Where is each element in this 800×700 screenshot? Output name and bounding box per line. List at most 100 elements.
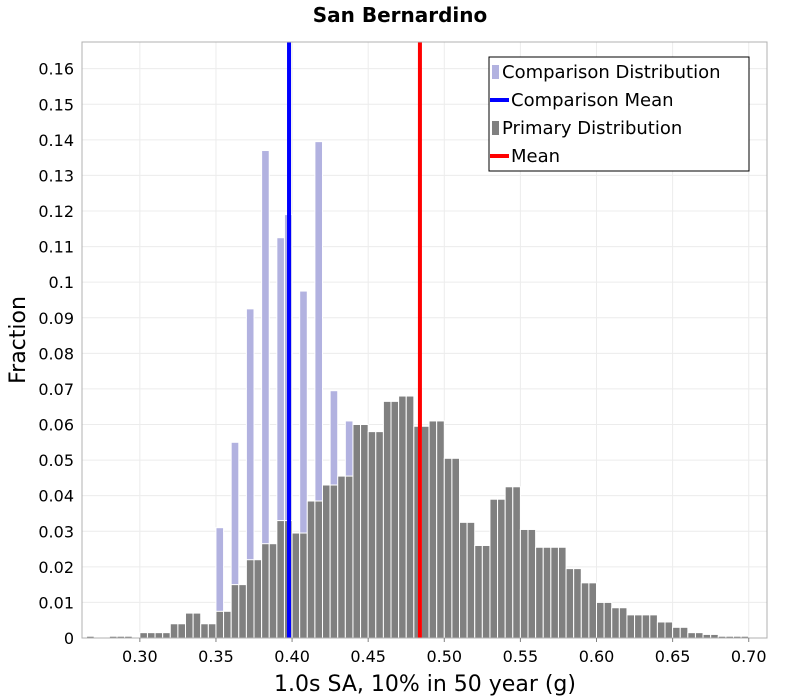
primary-bar (428, 420, 438, 639)
primary-bar (291, 532, 301, 639)
primary-bar (154, 632, 164, 639)
primary-bar (268, 543, 278, 639)
primary-bar (542, 546, 552, 639)
x-tick-label: 0.50 (426, 647, 462, 666)
x-tick-label: 0.65 (655, 647, 691, 666)
legend-label: Mean (511, 146, 560, 167)
y-tick-label: 0.08 (38, 344, 74, 363)
primary-bar (360, 424, 369, 639)
y-tick-label: 0.14 (38, 131, 74, 150)
primary-bar (238, 584, 247, 639)
y-tick-label: 0.05 (38, 451, 74, 470)
primary-bar (306, 500, 316, 639)
primary-bar (466, 521, 476, 639)
legend: Comparison Distribution Comparison Mean Pr… (488, 56, 750, 172)
x-tick-label: 0.35 (198, 647, 234, 666)
primary-bar (352, 424, 362, 639)
x-axis-ticks: 0.30 0.35 0.40 0.45 0.50 0.55 0.60 0.65 0.70 (122, 638, 767, 666)
legend-label: Comparison Distribution (502, 62, 721, 83)
primary-bar (169, 623, 179, 639)
primary-bar (344, 475, 354, 639)
x-tick-label: 0.70 (731, 647, 767, 666)
primary-bar (459, 521, 468, 639)
primary-bar (694, 632, 704, 639)
primary-bar (390, 400, 400, 639)
primary-bar (329, 484, 339, 639)
primary-bar (245, 559, 255, 639)
y-tick-label: 0.15 (38, 95, 74, 114)
primary-bar (382, 400, 392, 639)
primary-bar (474, 544, 483, 639)
x-tick-label: 0.60 (579, 647, 615, 666)
y-tick-label: 0 (64, 629, 74, 648)
primary-bar (641, 614, 651, 639)
x-axis-label: 1.0s SA, 10% in 50 year (g) (274, 672, 576, 697)
primary-bar (185, 612, 194, 639)
primary-bar (519, 528, 529, 639)
primary-bar (398, 395, 407, 639)
legend-swatch (492, 121, 499, 135)
primary-bar (527, 528, 537, 639)
primary-bar (603, 601, 613, 639)
primary-bar (139, 632, 148, 639)
y-tick-label: 0.13 (38, 166, 74, 185)
primary-bar (481, 544, 491, 639)
primary-bar (299, 532, 308, 639)
y-tick-label: 0.01 (38, 593, 74, 612)
legend-swatch (492, 65, 499, 79)
primary-bar (489, 498, 499, 639)
primary-bar (679, 626, 689, 639)
primary-bar (702, 633, 712, 639)
primary-bar (177, 623, 187, 639)
primary-bar (337, 475, 346, 639)
primary-bar (223, 610, 232, 639)
y-tick-label: 0.09 (38, 309, 74, 328)
primary-bar (710, 633, 719, 639)
y-tick-label: 0.12 (38, 202, 74, 221)
plot-border (81, 41, 768, 639)
primary-bar (215, 610, 225, 639)
primary-bar (405, 395, 415, 639)
primary-bar (207, 623, 217, 639)
primary-bar (253, 559, 263, 639)
primary-bar (443, 457, 453, 639)
primary-bar (596, 601, 605, 639)
primary-bar (192, 612, 202, 639)
y-tick-label: 0.1 (49, 273, 74, 292)
primary-bar (314, 500, 324, 639)
primary-bar (557, 546, 567, 639)
x-tick-label: 0.30 (122, 647, 158, 666)
y-tick-label: 0.11 (38, 238, 74, 257)
primary-bar (573, 568, 582, 639)
primary-bar (580, 582, 590, 639)
y-tick-label: 0.04 (38, 487, 74, 506)
legend-box (488, 56, 750, 172)
primary-bar (565, 568, 575, 639)
primary-bar (588, 582, 598, 639)
y-tick-label: 0.03 (38, 522, 74, 541)
primary-bar (672, 626, 681, 639)
primary-bar (451, 457, 461, 639)
primary-bar (649, 614, 658, 639)
primary-bar (634, 614, 643, 639)
y-tick-label: 0.16 (38, 60, 74, 79)
primary-bar (162, 632, 171, 639)
primary-bar (626, 614, 636, 639)
y-tick-label: 0.06 (38, 416, 74, 435)
y-tick-label: 0.02 (38, 558, 74, 577)
primary-bar (276, 520, 285, 639)
y-axis-ticks: 0 0.01 0.02 0.03 0.04 0.05 0.06 0.07 0.08 0.09 0.1… (38, 60, 74, 648)
primary-bar (200, 623, 209, 639)
primary-bar (146, 632, 156, 639)
primary-bar (687, 632, 696, 639)
primary-bar (375, 431, 384, 639)
primary-bar (367, 431, 377, 639)
mean-lines (287, 42, 422, 638)
legend-label: Comparison Mean (511, 90, 674, 111)
y-axis-label: Fraction (6, 296, 31, 384)
primary-bar (656, 621, 666, 639)
primary-bar (535, 546, 544, 639)
primary-bar (436, 420, 445, 639)
primary-bar (420, 425, 430, 639)
